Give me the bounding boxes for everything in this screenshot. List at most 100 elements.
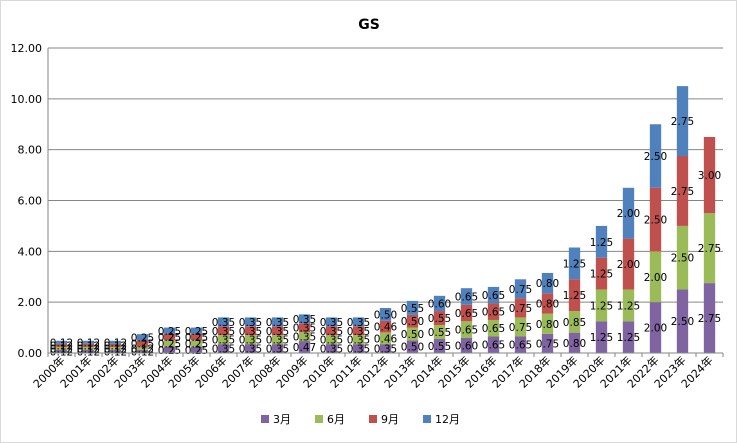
- bar-segment: [82, 340, 95, 344]
- data-label: 0.55: [401, 303, 424, 315]
- data-label: 0.35: [212, 317, 235, 329]
- bar-segment: [109, 346, 122, 350]
- bar-segment: [406, 314, 419, 328]
- data-label: 0.50: [374, 309, 397, 321]
- data-label: 0.35: [320, 326, 343, 338]
- y-axis: 0.00 2.00 4.00 6.00 8.00 10.00 12.00: [11, 42, 49, 360]
- data-label: 0.25: [158, 332, 181, 344]
- bar-segment: [325, 344, 338, 353]
- bar-segment: [163, 333, 176, 341]
- data-label: 2.75: [698, 313, 721, 325]
- bar-segment: [352, 326, 365, 336]
- bar-segment: [514, 336, 527, 353]
- bar-segment: [217, 326, 230, 336]
- bar-segment: [298, 314, 311, 324]
- bar-segment: [406, 327, 419, 341]
- bar-segment: [433, 295, 446, 312]
- bar-segment: [217, 317, 230, 327]
- data-label: 0.35: [347, 335, 370, 347]
- bar-segment: [622, 289, 635, 322]
- data-label: 0.35: [239, 317, 262, 329]
- data-label: 0.35: [320, 317, 343, 329]
- bar-segment: [460, 304, 473, 322]
- data-label: 0.25: [158, 345, 181, 357]
- data-label: 2.75: [671, 116, 694, 128]
- bar-segment: [190, 333, 203, 341]
- data-label: 0.12: [77, 343, 100, 355]
- data-label: 0.80: [563, 338, 586, 350]
- bar-segment: [487, 286, 500, 304]
- data-label: 2.00: [644, 323, 667, 335]
- bar-segment: [676, 156, 689, 226]
- bar-segment: [703, 283, 716, 353]
- data-label: 0.35: [266, 317, 289, 329]
- legend-label: 3月: [273, 413, 291, 426]
- data-label: 0.47: [293, 342, 316, 354]
- data-label: 0.85: [563, 317, 586, 329]
- data-label: 0.35: [212, 335, 235, 347]
- bar-segment: [676, 289, 689, 353]
- data-label: 0.75: [509, 303, 532, 315]
- data-label: 0.80: [536, 278, 559, 290]
- bar-segment: [271, 344, 284, 353]
- data-label: 0.35: [293, 332, 316, 344]
- data-label: 2.50: [671, 253, 694, 265]
- bar-segment: [541, 313, 554, 334]
- data-label: 1.25: [590, 237, 613, 249]
- data-label: 0.75: [509, 322, 532, 334]
- data-label: 2.75: [671, 186, 694, 198]
- legend-swatch: [315, 415, 323, 423]
- data-label: 0.25: [185, 345, 208, 357]
- bar-segment: [136, 349, 149, 353]
- bar-segment: [325, 317, 338, 327]
- data-label: 0.25: [185, 338, 208, 350]
- data-label: 0.35: [293, 323, 316, 335]
- data-label: 0.25: [158, 338, 181, 350]
- bar-segment: [487, 336, 500, 353]
- chart-title: GS: [358, 17, 380, 33]
- bar-segment: [595, 257, 608, 290]
- bar-segment: [55, 340, 68, 344]
- bar-segment: [676, 86, 689, 157]
- data-label: 0.12: [50, 340, 73, 352]
- bar-segment: [460, 337, 473, 353]
- legend-swatch: [423, 415, 431, 423]
- data-label: 0.12: [104, 340, 127, 352]
- bar-segment: [136, 334, 149, 341]
- data-label: 0.35: [266, 326, 289, 338]
- bar-segment: [703, 136, 716, 214]
- data-label: 1.25: [563, 258, 586, 270]
- bar-segment: [217, 335, 230, 345]
- gridlines: [48, 47, 723, 354]
- data-label: 0.65: [482, 307, 505, 319]
- data-label: 2.00: [617, 259, 640, 271]
- bar-segment: [514, 279, 527, 299]
- bar-segment: [649, 187, 662, 252]
- bar-segment: [190, 340, 203, 347]
- bar-segment: [460, 321, 473, 338]
- bar-segment: [622, 238, 635, 290]
- data-label: 1.25: [590, 332, 613, 344]
- bar-segment: [595, 289, 608, 322]
- bar-segment: [541, 293, 554, 314]
- bar-segment: [352, 335, 365, 345]
- bar-segment: [109, 343, 122, 347]
- bar-segment: [217, 344, 230, 353]
- data-label: 1.25: [563, 290, 586, 302]
- data-label: 0.35: [239, 326, 262, 338]
- bar-segment: [55, 346, 68, 350]
- bar-segment: [190, 327, 203, 334]
- data-label: 0.65: [482, 340, 505, 352]
- bar-segment: [244, 335, 257, 345]
- data-label: 0.75: [509, 284, 532, 296]
- data-label: 0.65: [455, 308, 478, 320]
- bar-segment: [649, 302, 662, 353]
- bar-segment: [163, 327, 176, 334]
- data-label: 0.12: [50, 343, 73, 355]
- data-label: 2.00: [617, 208, 640, 220]
- data-label: 0.12: [131, 343, 154, 355]
- data-label: 2.00: [644, 272, 667, 284]
- bar-segment: [541, 272, 554, 294]
- data-label: 0.60: [428, 298, 451, 310]
